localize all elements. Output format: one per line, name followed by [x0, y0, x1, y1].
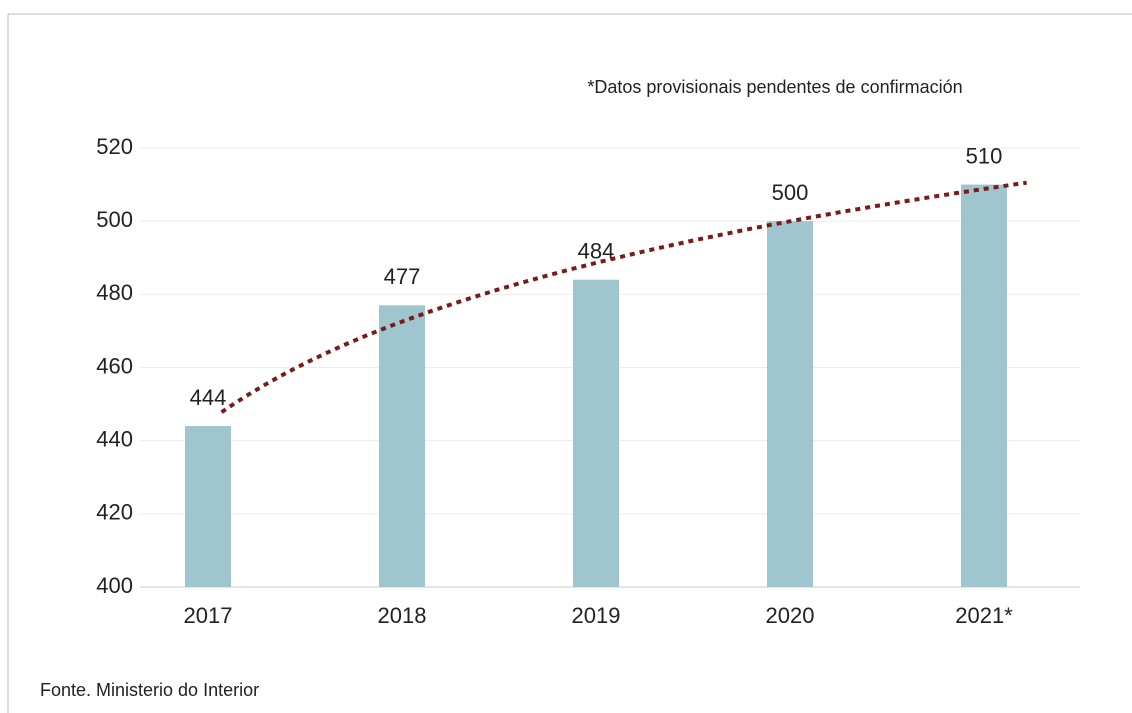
annotation: *Datos provisionais pendentes de confirm…	[587, 77, 962, 97]
x-tick-label: 2019	[572, 603, 621, 628]
y-tick-label: 420	[96, 500, 133, 525]
x-tick-label: 2018	[378, 603, 427, 628]
y-tick-label: 440	[96, 426, 133, 451]
x-tick-label: 2017	[184, 603, 233, 628]
data-label: 500	[772, 180, 809, 205]
y-tick-label: 500	[96, 207, 133, 232]
data-label: 510	[966, 143, 1003, 168]
bar	[573, 279, 619, 587]
source: Fonte. Ministerio do Interior	[40, 680, 259, 700]
bar	[379, 305, 425, 587]
y-tick-label: 520	[96, 134, 133, 159]
data-label: 444	[190, 385, 227, 410]
y-tick-label: 400	[96, 573, 133, 598]
y-tick-label: 480	[96, 280, 133, 305]
bar	[767, 221, 813, 587]
data-label: 484	[578, 239, 615, 264]
x-tick-label: 2020	[766, 603, 815, 628]
bar	[185, 426, 231, 587]
y-tick-label: 460	[96, 353, 133, 378]
trendline	[220, 180, 1027, 414]
x-tick-label: 2021*	[955, 603, 1013, 628]
bar	[961, 184, 1007, 588]
data-label: 477	[384, 264, 421, 289]
